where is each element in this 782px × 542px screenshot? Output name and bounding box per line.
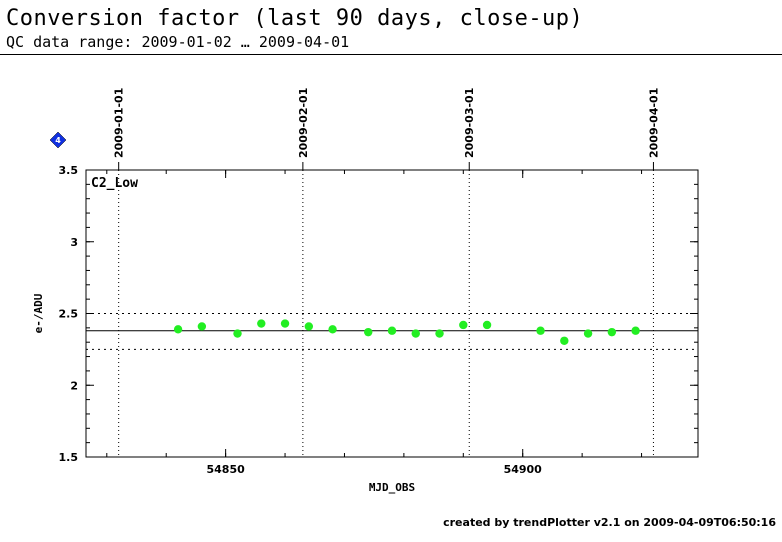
data-range-subtitle: QC data range: 2009-01-02 … 2009-04-01 bbox=[6, 33, 350, 51]
data-point bbox=[387, 326, 397, 335]
y-tick-label: 2.5 bbox=[59, 308, 79, 321]
y-tick-label: 3.5 bbox=[59, 164, 79, 177]
data-point bbox=[631, 326, 640, 335]
data-point bbox=[560, 336, 569, 345]
y-axis-title: e-/ADU bbox=[32, 293, 45, 333]
y-tick-label: 3 bbox=[70, 236, 78, 249]
data-point bbox=[411, 329, 420, 338]
chart-title: Conversion factor (last 90 days, close-u… bbox=[6, 6, 584, 31]
data-point bbox=[197, 322, 207, 331]
marker-4-label: 4 bbox=[55, 136, 61, 145]
marker-4-icon bbox=[49, 131, 67, 149]
data-point bbox=[536, 326, 545, 335]
date-marker-label: 2009-01-01 bbox=[113, 88, 126, 158]
y-tick-label: 2 bbox=[70, 379, 78, 392]
date-marker-label: 2009-02-01 bbox=[297, 88, 310, 158]
y-tick-label: 1.5 bbox=[59, 451, 79, 464]
data-point bbox=[304, 322, 314, 331]
data-point bbox=[435, 329, 444, 338]
data-point bbox=[607, 327, 617, 337]
x-tick-label: 54900 bbox=[504, 463, 543, 476]
data-point bbox=[233, 329, 242, 338]
data-point bbox=[364, 327, 373, 337]
data-point bbox=[257, 319, 266, 328]
data-point bbox=[482, 320, 492, 330]
data-point bbox=[328, 325, 337, 334]
x-axis-title: MJD_OBS bbox=[369, 481, 415, 494]
footer-credit: created by trendPlotter v2.1 on 2009-04-… bbox=[443, 516, 776, 529]
panel-label: C2_Low bbox=[91, 176, 138, 191]
data-point bbox=[583, 329, 593, 338]
x-tick-label: 54850 bbox=[206, 463, 245, 476]
date-marker-label: 2009-03-01 bbox=[463, 88, 476, 158]
data-point bbox=[459, 320, 468, 330]
data-point bbox=[280, 319, 290, 328]
data-point bbox=[173, 325, 183, 334]
date-marker-label: 2009-04-01 bbox=[647, 88, 660, 158]
header-divider bbox=[0, 54, 782, 55]
